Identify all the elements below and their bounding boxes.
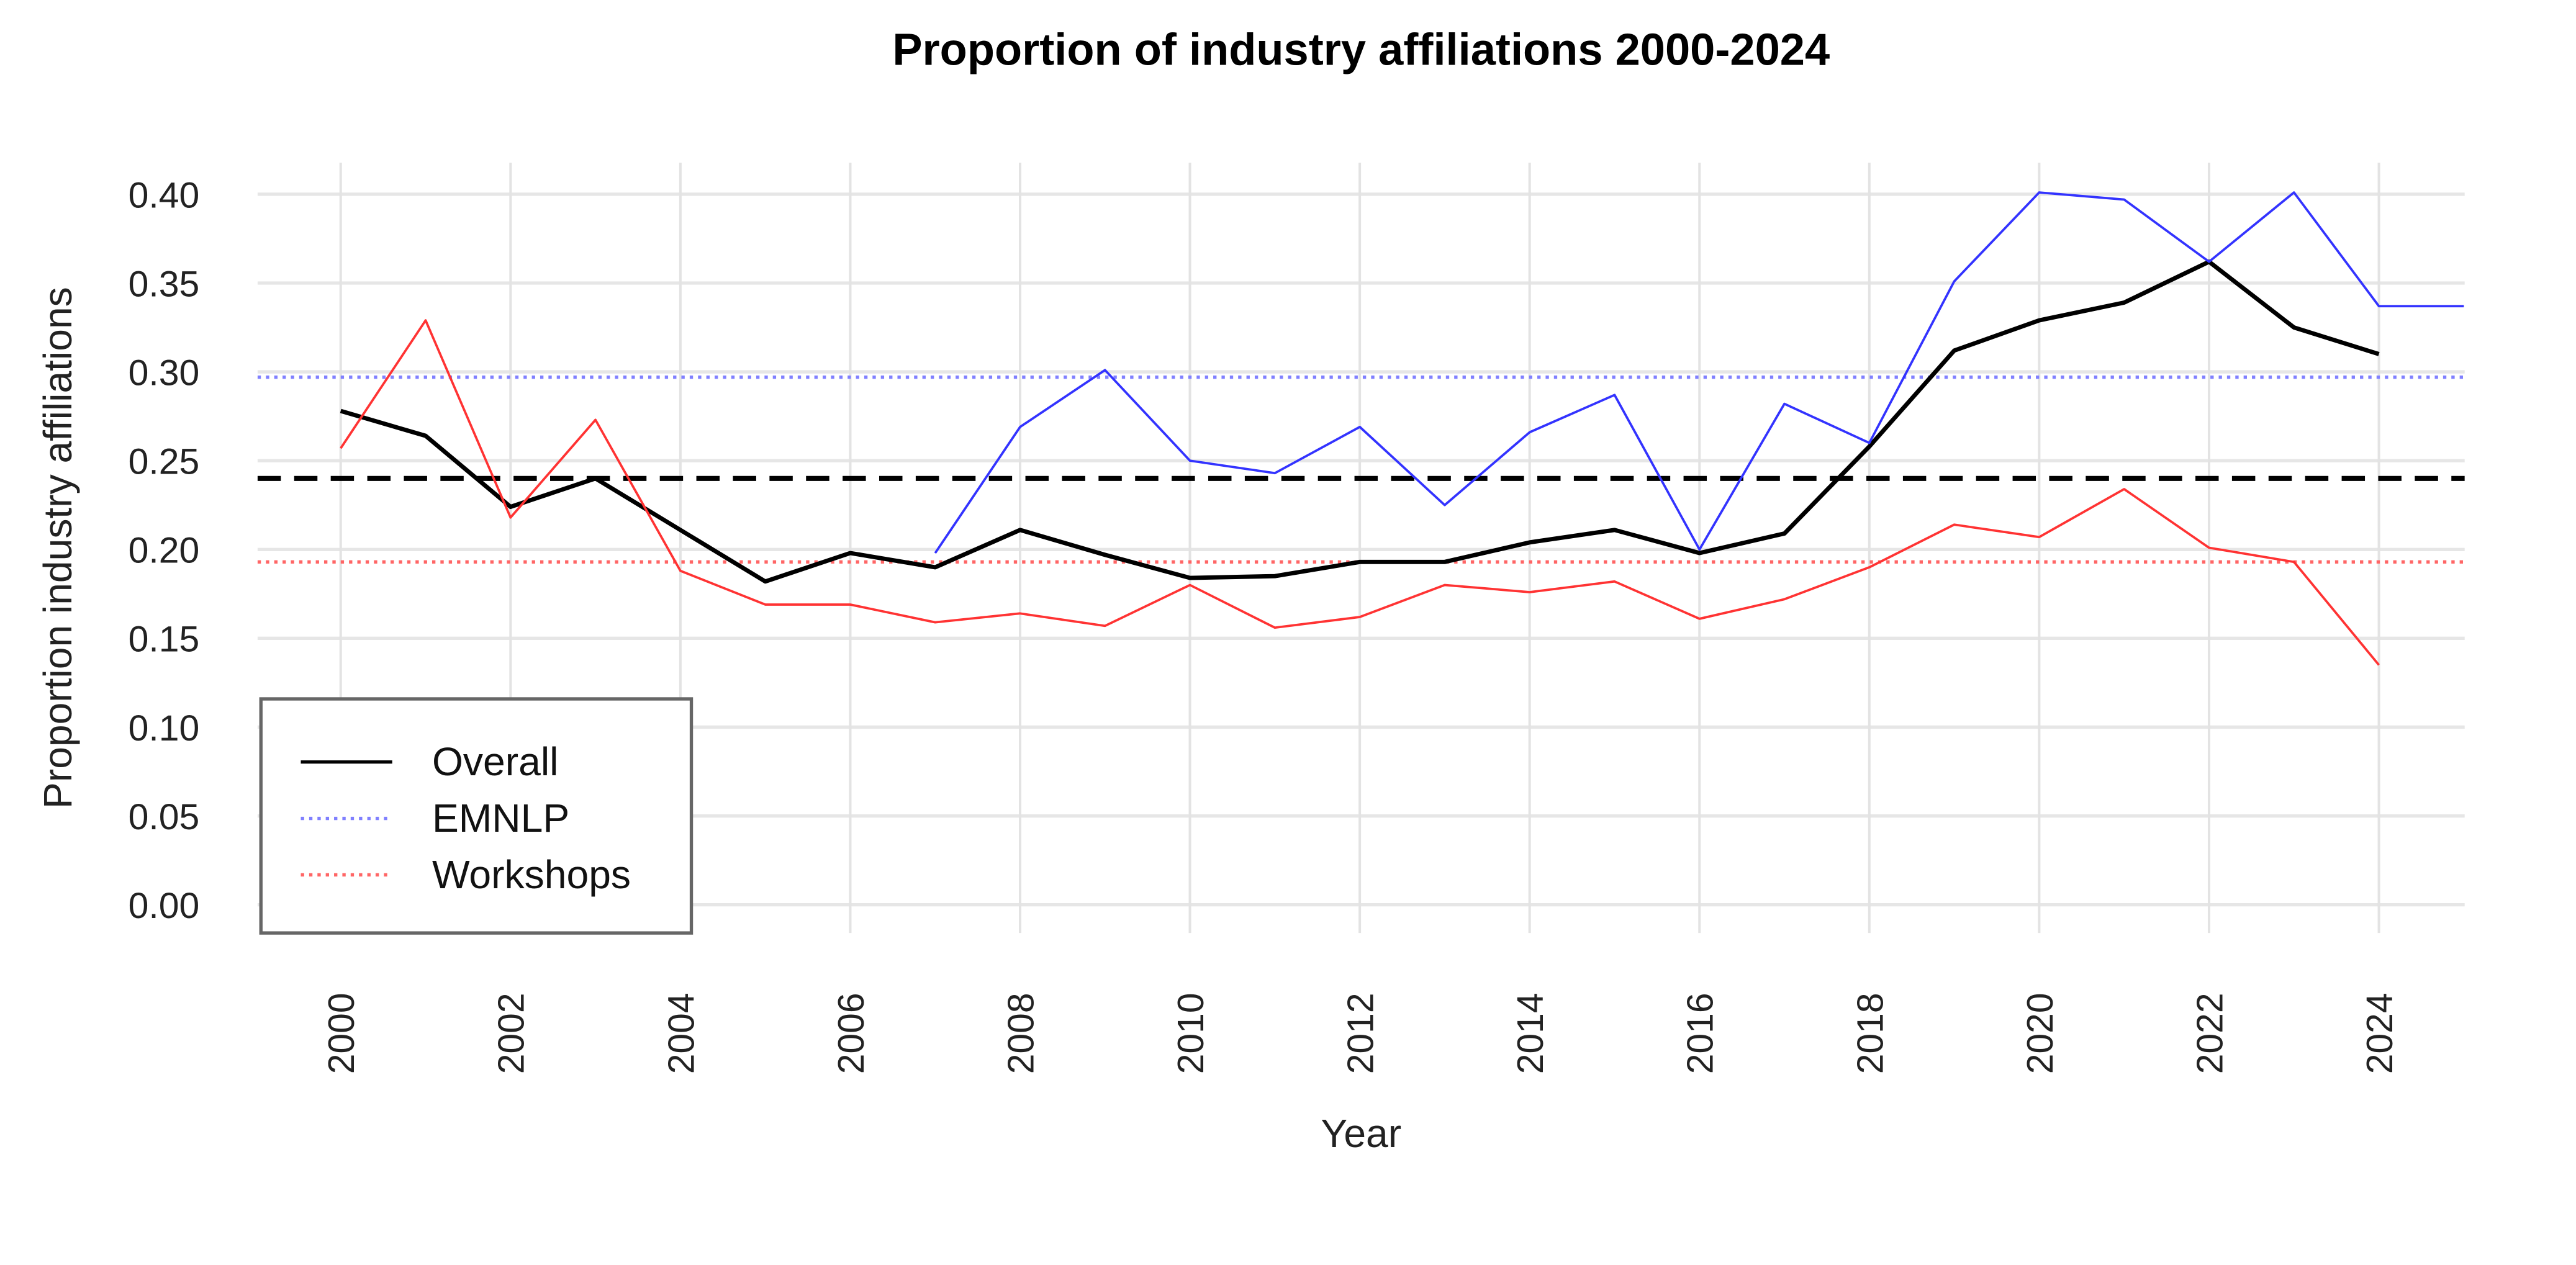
series-lines xyxy=(340,191,2464,666)
y-axis-ticks: 0.00 0.05 0.10 0.15 0.20 0.25 0.30 0.35 0.40 xyxy=(129,175,200,926)
y-axis-label: Proportion industry affiliations xyxy=(35,287,80,809)
x-tick-label: 2010 xyxy=(1171,993,1211,1074)
y-tick-label: 0.25 xyxy=(129,442,200,482)
x-tick-label: 2002 xyxy=(492,993,532,1074)
data-point-workshops xyxy=(1019,613,1021,614)
data-point-overall xyxy=(1614,529,1615,531)
data-point-workshops xyxy=(425,320,426,321)
x-tick-label: 2014 xyxy=(1511,993,1551,1074)
x-tick-label: 2022 xyxy=(2190,993,2230,1074)
data-point-overall xyxy=(510,506,511,507)
data-point-overall xyxy=(2039,320,2040,321)
y-tick-label: 0.15 xyxy=(129,619,200,660)
data-point-workshops xyxy=(2123,488,2125,490)
data-point-overall xyxy=(1019,529,1021,531)
data-point-overall xyxy=(1784,533,1785,534)
x-tick-label: 2020 xyxy=(2020,993,2061,1074)
data-point-workshops xyxy=(1784,599,1785,600)
data-point-emnlp xyxy=(2123,199,2125,200)
data-point-overall xyxy=(340,410,341,412)
chart-title: Proportion of industry affiliations 2000… xyxy=(892,25,1830,74)
data-point-overall xyxy=(680,529,681,531)
data-point-workshops xyxy=(1954,524,1955,525)
data-point-emnlp xyxy=(1784,403,1785,404)
y-tick-label: 0.10 xyxy=(129,708,200,749)
x-tick-label: 2024 xyxy=(2360,993,2400,1074)
x-axis-ticks: 2000 2002 2004 2006 2008 2010 2012 2014 2016 2018… xyxy=(322,993,2400,1074)
y-tick-label: 0.20 xyxy=(129,531,200,571)
data-point-overall xyxy=(1105,554,1106,556)
data-point-emnlp xyxy=(934,552,936,554)
data-point-emnlp xyxy=(1699,549,1700,550)
x-tick-label: 2016 xyxy=(1681,993,1721,1074)
y-tick-label: 0.00 xyxy=(129,886,200,926)
data-point-emnlp xyxy=(1019,426,1021,428)
data-point-overall xyxy=(1954,350,1955,351)
x-axis-label: Year xyxy=(1321,1111,1401,1156)
legend-label-workshops: Workshops xyxy=(432,852,631,897)
data-point-workshops xyxy=(510,517,511,518)
data-point-workshops xyxy=(2039,536,2040,538)
data-point-overall xyxy=(2123,302,2125,303)
data-point-workshops xyxy=(340,448,341,449)
y-tick-label: 0.05 xyxy=(129,797,200,837)
legend-label-emnlp: EMNLP xyxy=(432,796,569,840)
x-tick-label: 2018 xyxy=(1850,993,1891,1074)
data-point-overall xyxy=(934,567,936,568)
data-point-emnlp xyxy=(2208,261,2210,262)
data-point-emnlp xyxy=(1529,432,1530,433)
x-tick-label: 2012 xyxy=(1341,993,1381,1074)
legend-box xyxy=(259,697,694,935)
data-point-overall xyxy=(850,552,851,554)
data-point-workshops xyxy=(680,570,681,571)
data-point-workshops xyxy=(1869,567,1870,568)
y-tick-label: 0.35 xyxy=(129,264,200,304)
x-tick-label: 2004 xyxy=(661,993,702,1074)
data-point-overall xyxy=(1529,542,1530,543)
x-tick-label: 2000 xyxy=(322,993,362,1074)
data-point-workshops xyxy=(1529,592,1530,593)
data-point-emnlp xyxy=(1105,369,1106,371)
reference-lines xyxy=(257,376,2465,564)
data-point-emnlp xyxy=(2039,192,2040,193)
data-point-overall xyxy=(1699,552,1700,554)
legend-label-overall: Overall xyxy=(432,739,558,784)
data-point-workshops xyxy=(934,622,936,623)
data-point-emnlp xyxy=(1954,281,1955,282)
data-point-workshops xyxy=(2208,547,2210,548)
y-tick-label: 0.30 xyxy=(129,353,200,394)
x-tick-label: 2006 xyxy=(831,993,872,1074)
y-tick-label: 0.40 xyxy=(129,175,200,215)
data-point-overall xyxy=(1869,446,1870,447)
x-tick-label: 2008 xyxy=(1001,993,1041,1074)
legend: Overall EMNLP Workshops xyxy=(259,697,694,935)
